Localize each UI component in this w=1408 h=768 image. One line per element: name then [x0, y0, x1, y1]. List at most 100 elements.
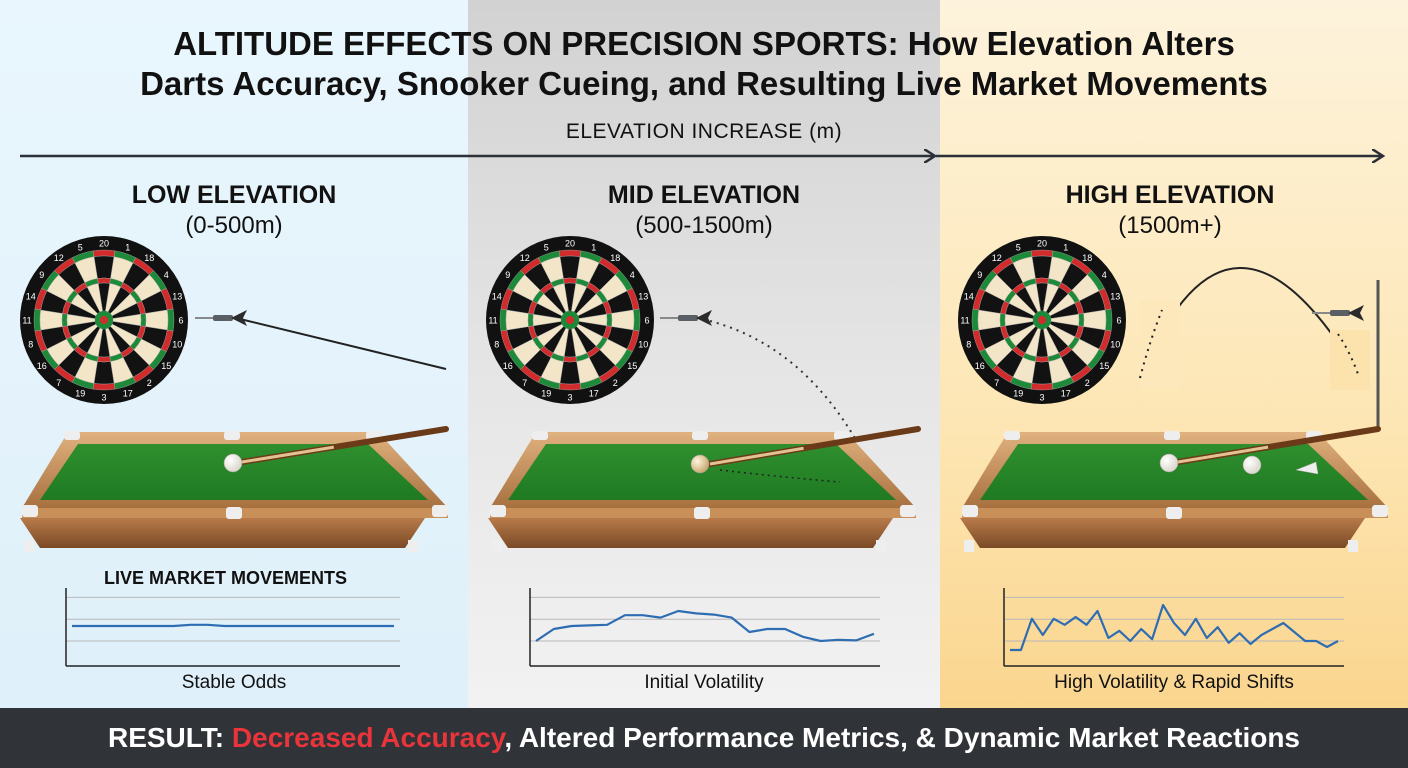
dartboard-number: 13 — [638, 292, 648, 302]
market-chart-high — [1003, 588, 1344, 667]
double-ring-segment — [971, 308, 980, 332]
double-ring-segment — [92, 382, 116, 391]
dartboard-number: 2 — [613, 378, 618, 388]
snooker-ball — [690, 454, 710, 474]
bullseye — [566, 316, 574, 324]
table-foot — [1348, 540, 1358, 552]
dartboard-number: 6 — [644, 316, 649, 326]
double-ring-segment — [1104, 308, 1113, 332]
dart-mid — [660, 310, 712, 326]
table-pocket — [224, 431, 240, 440]
treble-ring-segment — [999, 313, 1006, 327]
dartboard-number: 15 — [627, 361, 637, 371]
dartboard-number: 16 — [975, 361, 985, 371]
table-apron — [960, 518, 1365, 548]
table-pocket — [694, 507, 710, 519]
dart-flight — [696, 310, 712, 326]
zone-title-low: LOW ELEVATION — [131, 181, 337, 209]
dartboard-number: 8 — [966, 339, 971, 349]
dartboard-number: 9 — [505, 270, 510, 280]
dartboard-number: 18 — [1082, 253, 1092, 263]
snooker-table-mid — [488, 426, 921, 552]
table-foot — [876, 540, 886, 552]
zone-range-high: (1500m+) — [1118, 212, 1222, 239]
dartboard-number: 17 — [1061, 389, 1071, 399]
dartboard-number: 5 — [78, 242, 83, 252]
dartboard-number: 2 — [1085, 378, 1090, 388]
dartboard-number: 6 — [1116, 316, 1121, 326]
market-line-mid — [535, 609, 875, 643]
zone-title-mid: MID ELEVATION — [607, 181, 801, 209]
treble-ring-segment — [61, 313, 68, 327]
dart-barrel — [1330, 310, 1350, 316]
table-pocket — [532, 431, 548, 440]
table-pocket — [962, 505, 978, 517]
chart-caption-mid: Initial Volatility — [644, 672, 764, 693]
dartboard-number: 4 — [164, 270, 169, 280]
footer-prefix: RESULT: — [107, 722, 232, 753]
snooker-table-high — [960, 426, 1388, 552]
treble-ring-segment — [527, 313, 534, 327]
dartboard-number: 14 — [26, 292, 36, 302]
bullseye — [1038, 316, 1046, 324]
dartboard-low: 20 1 18 4 13 6 10 15 2 17 3 19 7 16 8 11 14 9 12 5 — [20, 236, 188, 404]
table-pocket — [1004, 431, 1020, 440]
treble-ring-segment — [1035, 356, 1049, 363]
dartboard-number: 8 — [494, 339, 499, 349]
zone-range-mid: (500-1500m) — [635, 212, 773, 239]
treble-ring-segment — [563, 356, 577, 363]
result-footer: RESULT: Decreased Accuracy, Altered Perf… — [0, 708, 1408, 768]
market-line-low — [72, 623, 394, 628]
market-line-high — [1010, 603, 1339, 652]
table-pocket — [692, 431, 708, 440]
page-title-line-1: ALTITUDE EFFECTS ON PRECISION SPORTS: Ho… — [173, 25, 1235, 62]
footer-suffix: , Altered Performance Metrics, & Dynamic… — [504, 722, 1301, 753]
dartboard-number: 9 — [39, 270, 44, 280]
dartboard-number: 10 — [638, 339, 648, 349]
dartboard-number: 13 — [1110, 292, 1120, 302]
dartboard-number: 7 — [994, 378, 999, 388]
dartboard-number: 1 — [1063, 242, 1068, 252]
dart-low — [195, 310, 247, 326]
table-pocket — [834, 431, 850, 440]
dartboard-number: 20 — [99, 239, 109, 249]
dartboard-number: 1 — [591, 242, 596, 252]
dart-barrel — [678, 315, 698, 321]
trajectory-gap-right — [1330, 330, 1370, 390]
dartboard-mid: 20 1 18 4 13 6 10 15 2 17 3 19 7 16 8 11 14 9 12 5 — [486, 236, 654, 404]
table-pocket — [64, 431, 80, 440]
elevation-axis-label: ELEVATION INCREASE (m) — [565, 120, 843, 143]
double-ring-segment — [1030, 382, 1054, 391]
market-chart-mid — [529, 588, 880, 667]
double-ring-segment — [166, 308, 175, 332]
dartboard-number: 14 — [964, 292, 974, 302]
dartboard-number: 18 — [610, 253, 620, 263]
snooker-table-low — [20, 426, 449, 552]
table-pocket — [1166, 507, 1182, 519]
market-chart-low — [65, 588, 400, 667]
table-foot — [408, 540, 418, 552]
double-ring-segment — [33, 308, 42, 332]
snooker-ball — [223, 453, 243, 473]
table-pocket — [1372, 505, 1388, 517]
treble-ring-segment — [563, 277, 577, 284]
zone-range-low: (0-500m) — [185, 212, 283, 239]
table-pocket — [490, 505, 506, 517]
dartboard-number: 10 — [172, 339, 182, 349]
dartboard-number: 19 — [1013, 389, 1023, 399]
dart-high — [1312, 305, 1364, 321]
dartboard-number: 17 — [123, 389, 133, 399]
dartboard-number: 18 — [144, 253, 154, 263]
dartboard-number: 16 — [37, 361, 47, 371]
dartboard-number: 14 — [492, 292, 502, 302]
treble-ring-segment — [140, 313, 147, 327]
chalk-mark — [1295, 461, 1319, 475]
table-felt — [980, 444, 1368, 500]
dart-flight — [1348, 305, 1364, 321]
table-apron — [20, 518, 425, 548]
treble-ring-segment — [1078, 313, 1085, 327]
dartboard-number: 3 — [567, 393, 572, 403]
table-foot — [24, 540, 34, 552]
dartboard-number: 13 — [172, 292, 182, 302]
snooker-ball — [1159, 453, 1179, 473]
